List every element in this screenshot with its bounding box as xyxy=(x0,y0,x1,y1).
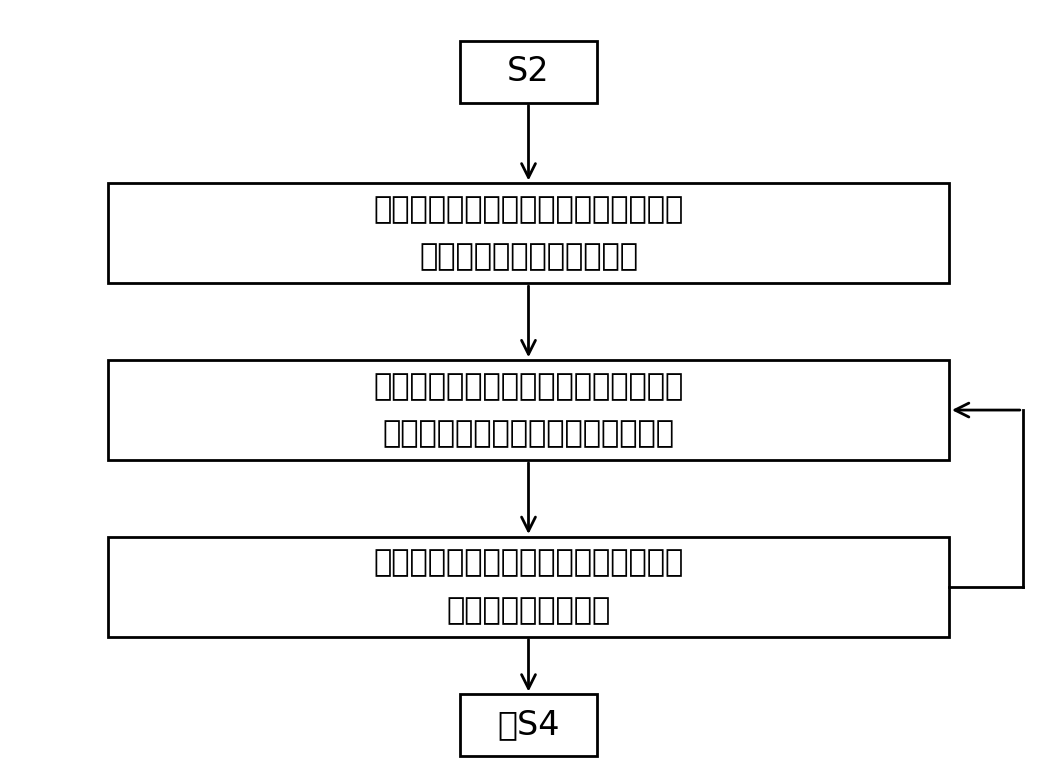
Text: 去S4: 去S4 xyxy=(497,709,560,741)
Bar xyxy=(460,694,597,756)
Text: 更新外部档案集，加入新的非支配解，
将原有的支配解删除: 更新外部档案集，加入新的非支配解， 将原有的支配解删除 xyxy=(373,549,684,625)
Text: S2: S2 xyxy=(507,56,550,88)
Bar xyxy=(460,41,597,103)
Bar xyxy=(108,537,949,637)
Text: 更新所有粒子的速度和位置并计算每个
粒子的目标函数值，更新个体最优值: 更新所有粒子的速度和位置并计算每个 粒子的目标函数值，更新个体最优值 xyxy=(373,372,684,448)
Bar xyxy=(108,183,949,283)
Text: 建立外部档案集，挑选非支配解存储进
来，挑选一个全局最优粒子: 建立外部档案集，挑选非支配解存储进 来，挑选一个全局最优粒子 xyxy=(373,195,684,272)
Bar xyxy=(108,360,949,460)
